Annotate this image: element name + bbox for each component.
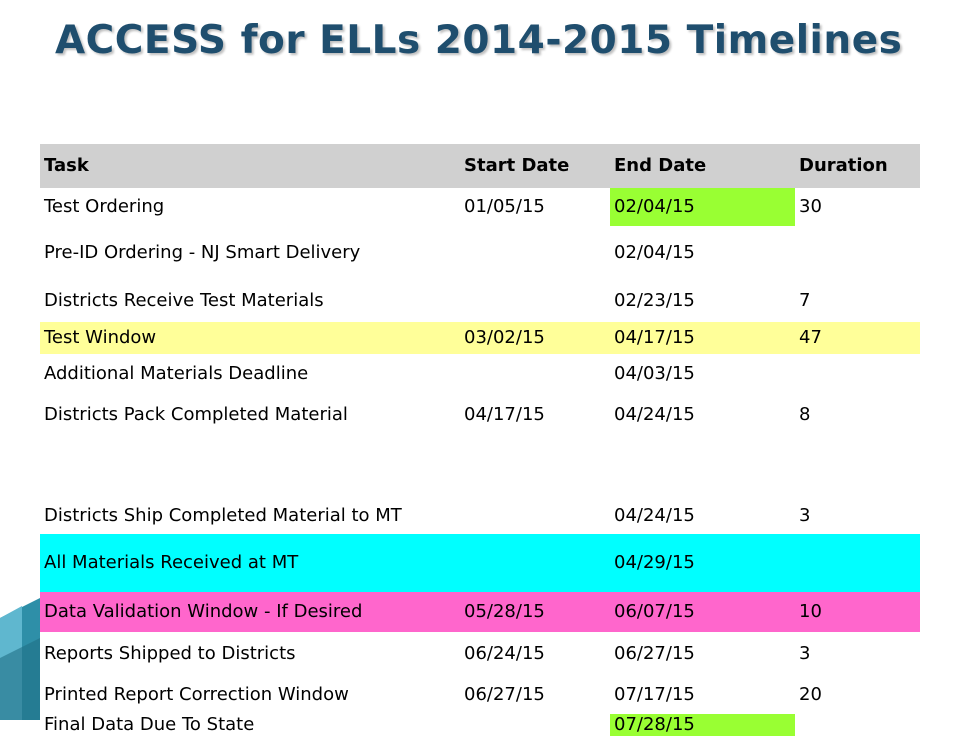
start-date-cell: 01/05/15	[464, 196, 545, 217]
start-date-cell: 05/28/15	[460, 592, 610, 632]
page-title: ACCESS for ELLs 2014-2015 Timelines	[55, 18, 903, 63]
end-date-cell: 06/27/15	[614, 643, 695, 664]
corner-decoration	[0, 598, 40, 720]
end-date-cell: 06/07/15	[610, 592, 795, 632]
end-date-cell: 04/29/15	[610, 534, 795, 592]
timeline-table: Task Start Date End Date Duration Test O…	[40, 144, 920, 736]
row-spacer	[610, 436, 795, 498]
duration-cell	[795, 354, 920, 394]
end-date-cell: 02/23/15	[614, 290, 695, 311]
end-date-cell: 04/03/15	[614, 363, 695, 384]
start-date-cell	[460, 714, 610, 736]
end-date-cell: 07/17/15	[614, 684, 695, 705]
header-task: Task	[40, 144, 460, 188]
duration-cell: 10	[795, 592, 920, 632]
duration-cell: 3	[799, 643, 811, 664]
start-date-cell	[460, 534, 610, 592]
duration-cell	[795, 534, 920, 592]
task-cell: Additional Materials Deadline	[44, 363, 309, 384]
end-date-cell: 02/04/15	[610, 188, 795, 226]
duration-cell	[795, 226, 920, 280]
end-date-cell: 07/28/15	[610, 714, 795, 736]
duration-cell	[795, 714, 920, 736]
task-cell: Printed Report Correction Window	[44, 684, 349, 705]
start-date-cell: 06/24/15	[464, 643, 545, 664]
task-cell: Test Ordering	[44, 196, 165, 217]
task-cell: Final Data Due To State	[44, 714, 255, 735]
duration-cell: 30	[799, 196, 822, 217]
task-cell: Districts Receive Test Materials	[44, 290, 324, 311]
duration-cell: 20	[799, 684, 822, 705]
header-end-date: End Date	[610, 144, 795, 188]
task-cell: Reports Shipped to Districts	[44, 643, 296, 664]
task-cell: Districts Pack Completed Material	[44, 404, 348, 425]
task-cell: Data Validation Window - If Desired	[40, 592, 460, 632]
duration-cell: 3	[799, 505, 811, 526]
start-date-cell: 06/27/15	[464, 684, 545, 705]
task-cell: Test Window	[40, 322, 460, 354]
start-date-cell	[460, 498, 610, 534]
end-date-cell: 04/17/15	[610, 322, 795, 354]
end-date-cell: 04/24/15	[614, 404, 695, 425]
duration-cell: 7	[799, 290, 811, 311]
row-spacer	[795, 436, 920, 498]
start-date-cell	[460, 354, 610, 394]
task-cell: Pre-ID Ordering - NJ Smart Delivery	[44, 242, 361, 263]
header-duration: Duration	[795, 144, 920, 188]
row-spacer	[40, 436, 460, 498]
start-date-cell: 04/17/15	[464, 404, 545, 425]
task-cell: All Materials Received at MT	[40, 534, 460, 592]
duration-cell: 47	[795, 322, 920, 354]
end-date-cell: 02/04/15	[614, 242, 695, 263]
end-date-cell: 04/24/15	[614, 505, 695, 526]
header-start-date: Start Date	[460, 144, 610, 188]
start-date-cell	[460, 226, 610, 280]
start-date-cell: 03/02/15	[460, 322, 610, 354]
start-date-cell	[460, 280, 610, 322]
duration-cell: 8	[799, 404, 811, 425]
task-cell: Districts Ship Completed Material to MT	[44, 505, 402, 526]
row-spacer	[460, 436, 610, 498]
